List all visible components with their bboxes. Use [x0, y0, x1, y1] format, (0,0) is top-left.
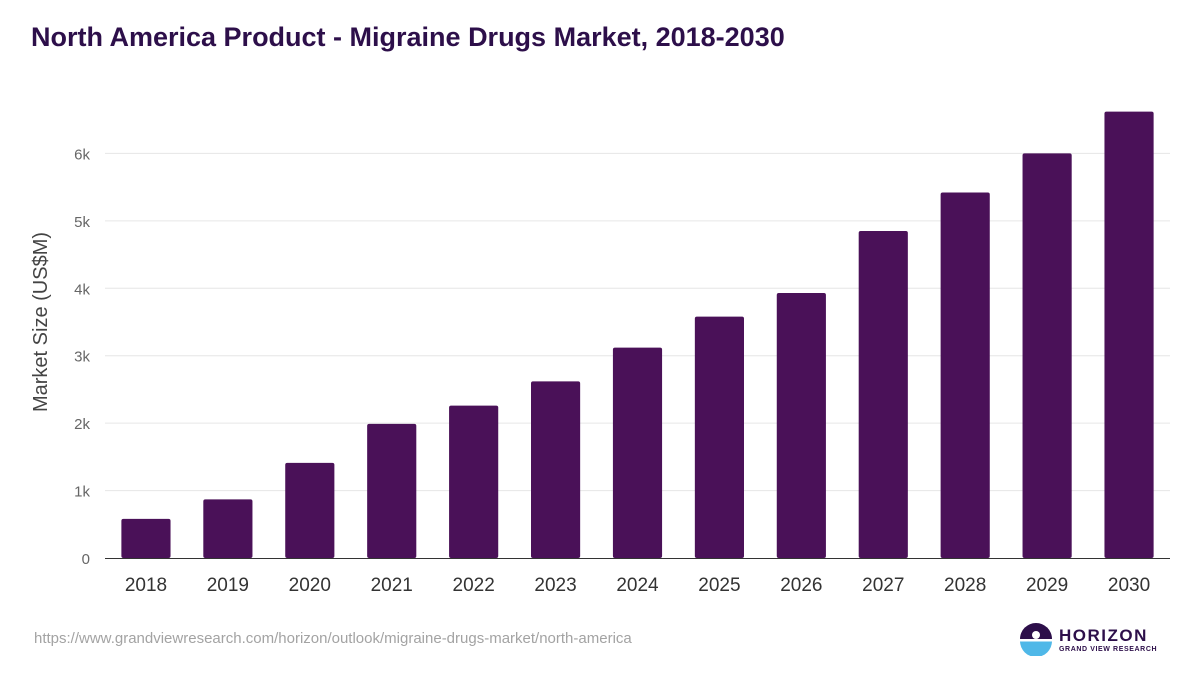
bar-2025[interactable]: [694, 316, 744, 558]
bar-2024[interactable]: [612, 347, 663, 558]
x-tick-label: 2027: [862, 575, 904, 596]
bar-2022[interactable]: [449, 405, 499, 558]
bar-2020[interactable]: [285, 462, 335, 558]
x-tick-label: 2022: [453, 575, 495, 596]
y-axis-ticks: 0 1k 2k 3k 4k 5k 6k: [74, 146, 90, 568]
bar-2019[interactable]: [203, 499, 253, 558]
bar-2029[interactable]: [1022, 153, 1072, 558]
bar-2028[interactable]: [940, 192, 990, 558]
x-tick-label: 2024: [616, 575, 659, 596]
y-axis-label: Market Size (US$M): [30, 232, 52, 412]
x-tick-label: 2030: [1108, 575, 1150, 596]
x-tick-label: 2029: [1026, 575, 1068, 596]
y-tick-label: 1k: [74, 484, 90, 501]
horizon-sun-icon: [1020, 623, 1052, 656]
chart-title: North America Product - Migraine Drugs M…: [31, 22, 785, 52]
x-axis-ticks: 2018 2019 2020 2021 2022 2023 2024 2025 2026 2027…: [125, 575, 1150, 596]
bar-2023[interactable]: [531, 381, 581, 558]
x-tick-label: 2020: [289, 575, 331, 596]
y-tick-label: 0: [82, 551, 90, 568]
bar-2027[interactable]: [858, 230, 908, 558]
horizon-logo: HORIZON GRAND VIEW RESEARCH: [1019, 622, 1159, 658]
bars: [121, 111, 1154, 558]
bar-2018[interactable]: [121, 518, 171, 558]
y-tick-label: 4k: [74, 281, 90, 298]
brand-subtitle: GRAND VIEW RESEARCH: [1059, 646, 1158, 653]
bar-2021[interactable]: [367, 423, 417, 558]
bar-2030[interactable]: [1104, 111, 1154, 558]
y-tick-label: 5k: [74, 214, 90, 231]
y-tick-label: 3k: [74, 349, 90, 366]
x-tick-label: 2023: [534, 575, 576, 596]
x-tick-label: 2021: [371, 575, 413, 596]
x-tick-label: 2026: [780, 575, 822, 596]
brand-name: HORIZON: [1059, 626, 1148, 645]
x-tick-label: 2019: [207, 575, 249, 596]
y-tick-label: 2k: [74, 416, 90, 433]
x-tick-label: 2028: [944, 575, 986, 596]
bar-2026[interactable]: [776, 293, 826, 558]
source-url[interactable]: https://www.grandviewresearch.com/horizo…: [34, 630, 632, 647]
y-tick-label: 6k: [74, 146, 90, 163]
x-tick-label: 2018: [125, 575, 167, 596]
x-tick-label: 2025: [698, 575, 740, 596]
